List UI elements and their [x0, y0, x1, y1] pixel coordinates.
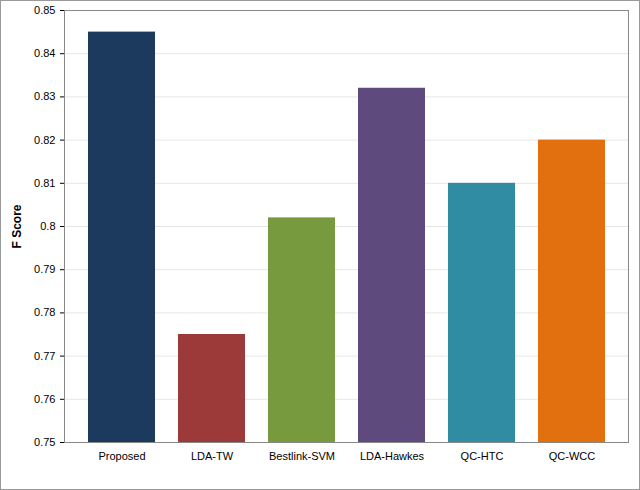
svg-text:0.75: 0.75 — [34, 436, 55, 448]
svg-text:0.81: 0.81 — [34, 177, 55, 189]
svg-text:LDA-TW: LDA-TW — [191, 450, 234, 462]
svg-text:0.8: 0.8 — [40, 220, 55, 232]
svg-text:0.79: 0.79 — [34, 263, 55, 275]
svg-text:0.82: 0.82 — [34, 134, 55, 146]
svg-text:0.78: 0.78 — [34, 306, 55, 318]
svg-text:0.84: 0.84 — [34, 47, 55, 59]
svg-text:QC-HTC: QC-HTC — [461, 450, 504, 462]
svg-text:Proposed: Proposed — [98, 450, 145, 462]
svg-text:Bestlink-SVM: Bestlink-SVM — [269, 450, 335, 462]
svg-text:0.77: 0.77 — [34, 350, 55, 362]
svg-text:F Score: F Score — [10, 204, 24, 248]
svg-text:0.76: 0.76 — [34, 393, 55, 405]
svg-text:0.83: 0.83 — [34, 90, 55, 102]
svg-text:LDA-Hawkes: LDA-Hawkes — [360, 450, 425, 462]
svg-text:QC-WCC: QC-WCC — [549, 450, 595, 462]
svg-text:0.85: 0.85 — [34, 4, 55, 16]
